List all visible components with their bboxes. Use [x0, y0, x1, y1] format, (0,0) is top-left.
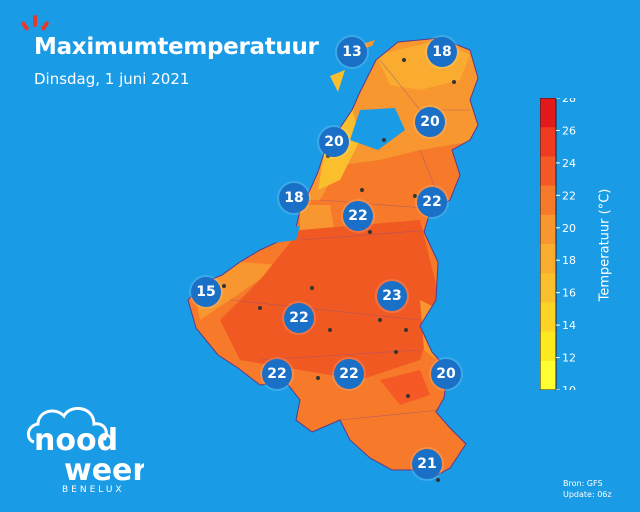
colorbar-tick-label: 28 — [562, 98, 576, 105]
update-line: Update: 06z — [563, 490, 612, 499]
station-badge-den-helder: 13 — [337, 37, 367, 67]
cloud-logo-icon: nood weer BENELUX — [27, 407, 147, 495]
colorbar-tick-label: 18 — [562, 254, 576, 267]
station-badge-rotterdam: 18 — [279, 183, 309, 213]
svg-text:weer: weer — [64, 453, 144, 488]
colorbar-tick-label: 24 — [562, 157, 576, 170]
colorbar-segment — [540, 273, 556, 303]
station-badge-utrecht: 22 — [343, 201, 373, 231]
noodweer-logo: nood weer BENELUX — [24, 402, 147, 498]
colorbar-segment — [540, 185, 556, 216]
station-badge-bergen: 22 — [262, 359, 292, 389]
colorbar: 28 26 24 22 20 18 16 14 12 10 — [540, 98, 576, 390]
zeeland-water — [250, 226, 300, 246]
map-date: Dinsdag, 1 juni 2021 — [34, 70, 190, 88]
texel-island — [330, 70, 345, 92]
colorbar-tick-label: 20 — [562, 222, 576, 235]
station-badge-kust: 15 — [191, 277, 221, 307]
colorbar-tick-label: 16 — [562, 287, 576, 300]
colorbar-tick-label: 14 — [562, 319, 576, 332]
colorbar-segment — [540, 244, 556, 274]
colorbar-segment — [540, 302, 556, 333]
temperature-field — [188, 38, 478, 478]
source-line: Bron: GFS — [563, 479, 603, 488]
station-badge-groningen: 18 — [427, 37, 457, 67]
svg-text:BENELUX: BENELUX — [62, 485, 125, 494]
city-dots — [222, 58, 456, 482]
station-badge-luik: 20 — [431, 359, 461, 389]
colorbar-tick-label: 10 — [562, 384, 576, 390]
station-badge-namen: 22 — [334, 359, 364, 389]
station-badge-arlon: 21 — [412, 449, 442, 479]
colorbar-tick-label: 26 — [562, 124, 576, 137]
station-badge-zwolle: 20 — [415, 107, 445, 137]
svg-text:nood: nood — [34, 423, 118, 458]
ijsselmeer — [350, 108, 405, 150]
station-badge-enschede: 22 — [417, 187, 447, 217]
colorbar-segment — [540, 98, 556, 128]
logo-sparks-icon — [21, 15, 49, 31]
map-title: Maximumtemperatuur — [34, 34, 319, 60]
source-note: Bron: GFS Update: 06z — [563, 478, 612, 500]
colorbar-segment — [540, 156, 556, 187]
station-badge-amsterdam: 20 — [319, 127, 349, 157]
station-badge-eindhoven: 23 — [377, 281, 407, 311]
colorbar-tick-label: 12 — [562, 352, 576, 365]
colorbar-segment — [540, 331, 556, 362]
colorbar-segment — [540, 127, 556, 157]
colorbar-title: Temperatuur (°C) — [597, 188, 613, 302]
station-badge-gent: 22 — [284, 303, 314, 333]
colorbar-tick-label: 22 — [562, 189, 576, 202]
colorbar-segment — [540, 214, 556, 245]
colorbar-segment — [540, 360, 556, 390]
